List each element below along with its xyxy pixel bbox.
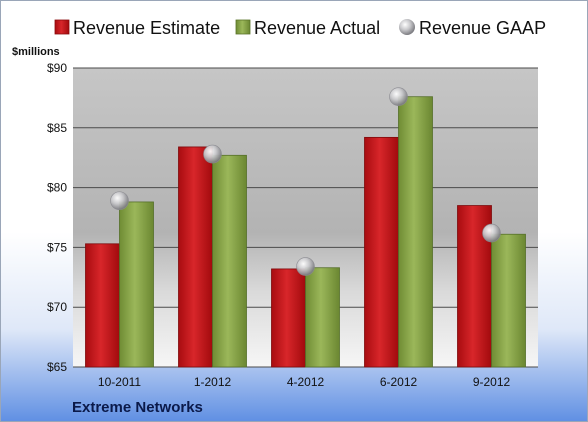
gaap-marker bbox=[203, 144, 222, 164]
y-tick-label: $85 bbox=[47, 121, 67, 135]
legend-label-estimate: Revenue Estimate bbox=[73, 18, 220, 38]
bar-revenue-actual bbox=[398, 96, 433, 368]
gaap-marker bbox=[296, 257, 315, 276]
legend-item-gaap: Revenue GAAP bbox=[399, 18, 546, 38]
legend-label-gaap: Revenue GAAP bbox=[419, 18, 546, 38]
legend-label-actual: Revenue Actual bbox=[254, 18, 380, 38]
company-name: Extreme Networks bbox=[72, 399, 203, 416]
legend-marker-gaap bbox=[399, 19, 415, 35]
x-tick-labels: 10-2011 1-2012 4-2012 6-2012 9-2012 bbox=[98, 375, 511, 389]
y-tick-label: $70 bbox=[47, 300, 67, 314]
gaap-marker bbox=[110, 191, 129, 211]
x-tick-label: 10-2011 bbox=[98, 375, 141, 389]
bar-revenue-estimate bbox=[85, 243, 120, 368]
x-tick-label: 1-2012 bbox=[194, 375, 232, 389]
bar-revenue-estimate bbox=[364, 136, 399, 368]
gaap-markers bbox=[110, 87, 501, 276]
y-tick-label: $90 bbox=[47, 61, 67, 75]
gaap-marker bbox=[389, 87, 408, 107]
legend-item-estimate: Revenue Estimate bbox=[54, 18, 220, 38]
legend-swatch-actual bbox=[235, 19, 251, 35]
y-tick-labels: $65 $70 $75 $80 $85 $90 bbox=[47, 61, 67, 374]
y-tick-label: $80 bbox=[47, 181, 67, 195]
legend-swatch-estimate bbox=[54, 19, 70, 35]
legend: Revenue Estimate Revenue Actual Revenue … bbox=[54, 18, 546, 38]
bar-revenue-estimate bbox=[178, 146, 213, 368]
x-tick-label: 6-2012 bbox=[380, 375, 418, 389]
y-axis-label: $millions bbox=[12, 46, 60, 58]
bar-revenue-actual bbox=[119, 201, 154, 368]
bar-revenue-estimate bbox=[271, 268, 306, 368]
y-tick-label: $65 bbox=[47, 360, 67, 374]
x-tick-label: 4-2012 bbox=[287, 375, 325, 389]
x-tick-label: 9-2012 bbox=[473, 375, 511, 389]
bar-revenue-actual bbox=[305, 267, 340, 368]
gaap-marker bbox=[482, 223, 501, 243]
bar-revenue-actual bbox=[491, 233, 526, 368]
y-tick-label: $75 bbox=[47, 240, 67, 254]
legend-item-actual: Revenue Actual bbox=[235, 18, 380, 38]
bar-revenue-actual bbox=[212, 154, 247, 368]
